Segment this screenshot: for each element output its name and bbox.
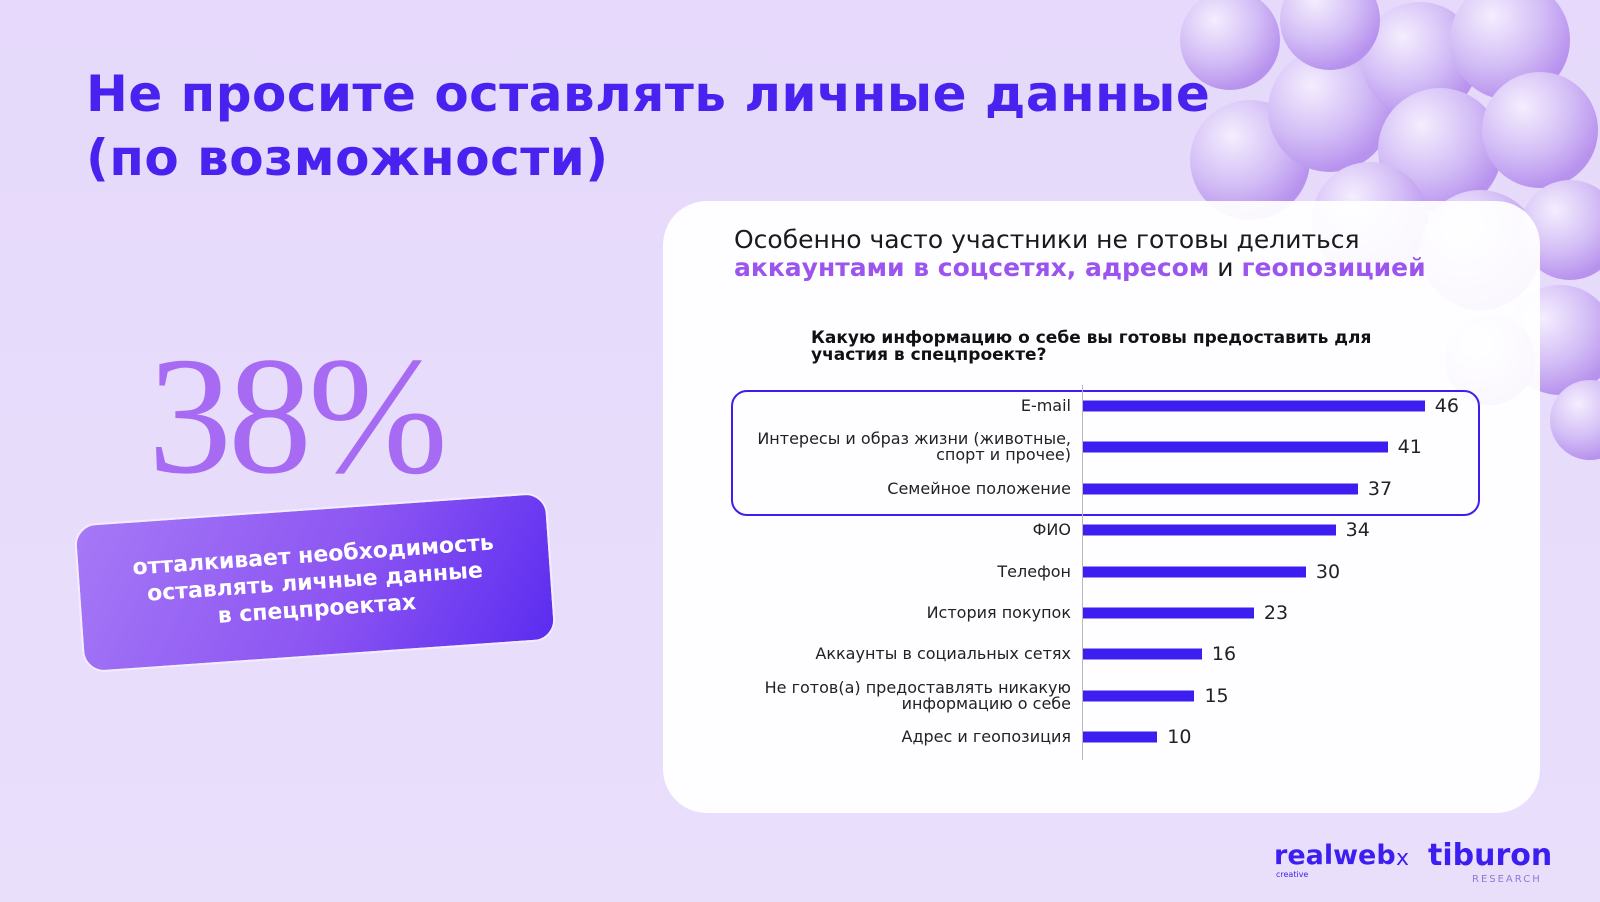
- slide-title: Не просите оставлять личные данные (по в…: [86, 62, 1210, 190]
- category-label: Интересы и образ жизни (животные, спорт …: [757, 429, 1071, 465]
- logo: realweb: [1274, 840, 1396, 871]
- value-label: 23: [1263, 602, 1289, 624]
- subtitle-joiner: и: [1217, 253, 1234, 282]
- chart-card: [663, 201, 1540, 813]
- subtitle-line: Особенно часто участники не готовы делит…: [734, 225, 1360, 254]
- category-label: Адрес и геопозиция: [901, 727, 1071, 747]
- bar: [1083, 607, 1254, 619]
- value-label: 41: [1397, 436, 1422, 459]
- value-label: 34: [1345, 519, 1370, 542]
- bar: [1083, 483, 1358, 495]
- logo: tiburon: [1428, 838, 1553, 873]
- stat-card: отталкивает необходимость оставлять личн…: [73, 491, 557, 674]
- axis-line: [1082, 385, 1083, 760]
- category-label: Семейное положение: [887, 478, 1071, 498]
- title-line: Не просите оставлять личные данные: [86, 65, 1211, 123]
- bar: [1083, 648, 1202, 660]
- logo-sub: RESEARCH: [1472, 874, 1542, 885]
- bar: [1083, 731, 1158, 743]
- bar: [1083, 524, 1336, 536]
- title-line: (по возможности): [86, 129, 609, 187]
- bar: [1083, 400, 1425, 412]
- bar: [1083, 441, 1388, 453]
- logo-sep: x: [1396, 846, 1410, 871]
- category-label: E-mail: [1020, 396, 1071, 415]
- chart-title: Какую информацию о себе вы готовы предос…: [811, 328, 1372, 365]
- category-label: Телефон: [997, 561, 1071, 581]
- value-label: 37: [1367, 477, 1393, 500]
- value-label: 30: [1315, 560, 1341, 583]
- subtitle: Особенно часто участники не готовы делит…: [734, 226, 1426, 282]
- highlight: геопозицией: [1241, 253, 1426, 282]
- category-label: Аккаунты в социальных сетях: [815, 644, 1071, 664]
- category-label: История покупок: [926, 603, 1071, 622]
- stat-value: 38%: [148, 323, 448, 509]
- bar: [1083, 566, 1306, 578]
- value-label: 10: [1167, 726, 1192, 749]
- value-label: 16: [1211, 643, 1237, 666]
- bar: [1083, 690, 1195, 702]
- value-label: 15: [1204, 684, 1229, 707]
- logo-sub: creative: [1276, 870, 1309, 879]
- value-label: 46: [1434, 395, 1459, 417]
- highlight-box: [731, 390, 1480, 516]
- category-label: ФИО: [1032, 520, 1071, 540]
- logos: realweb creative x tiburon RESEARCH: [1274, 838, 1574, 890]
- category-label: Не готов(а) предоставлять никакую информ…: [764, 677, 1071, 713]
- highlight: аккаунтами в соцсетях, адресом: [734, 253, 1210, 282]
